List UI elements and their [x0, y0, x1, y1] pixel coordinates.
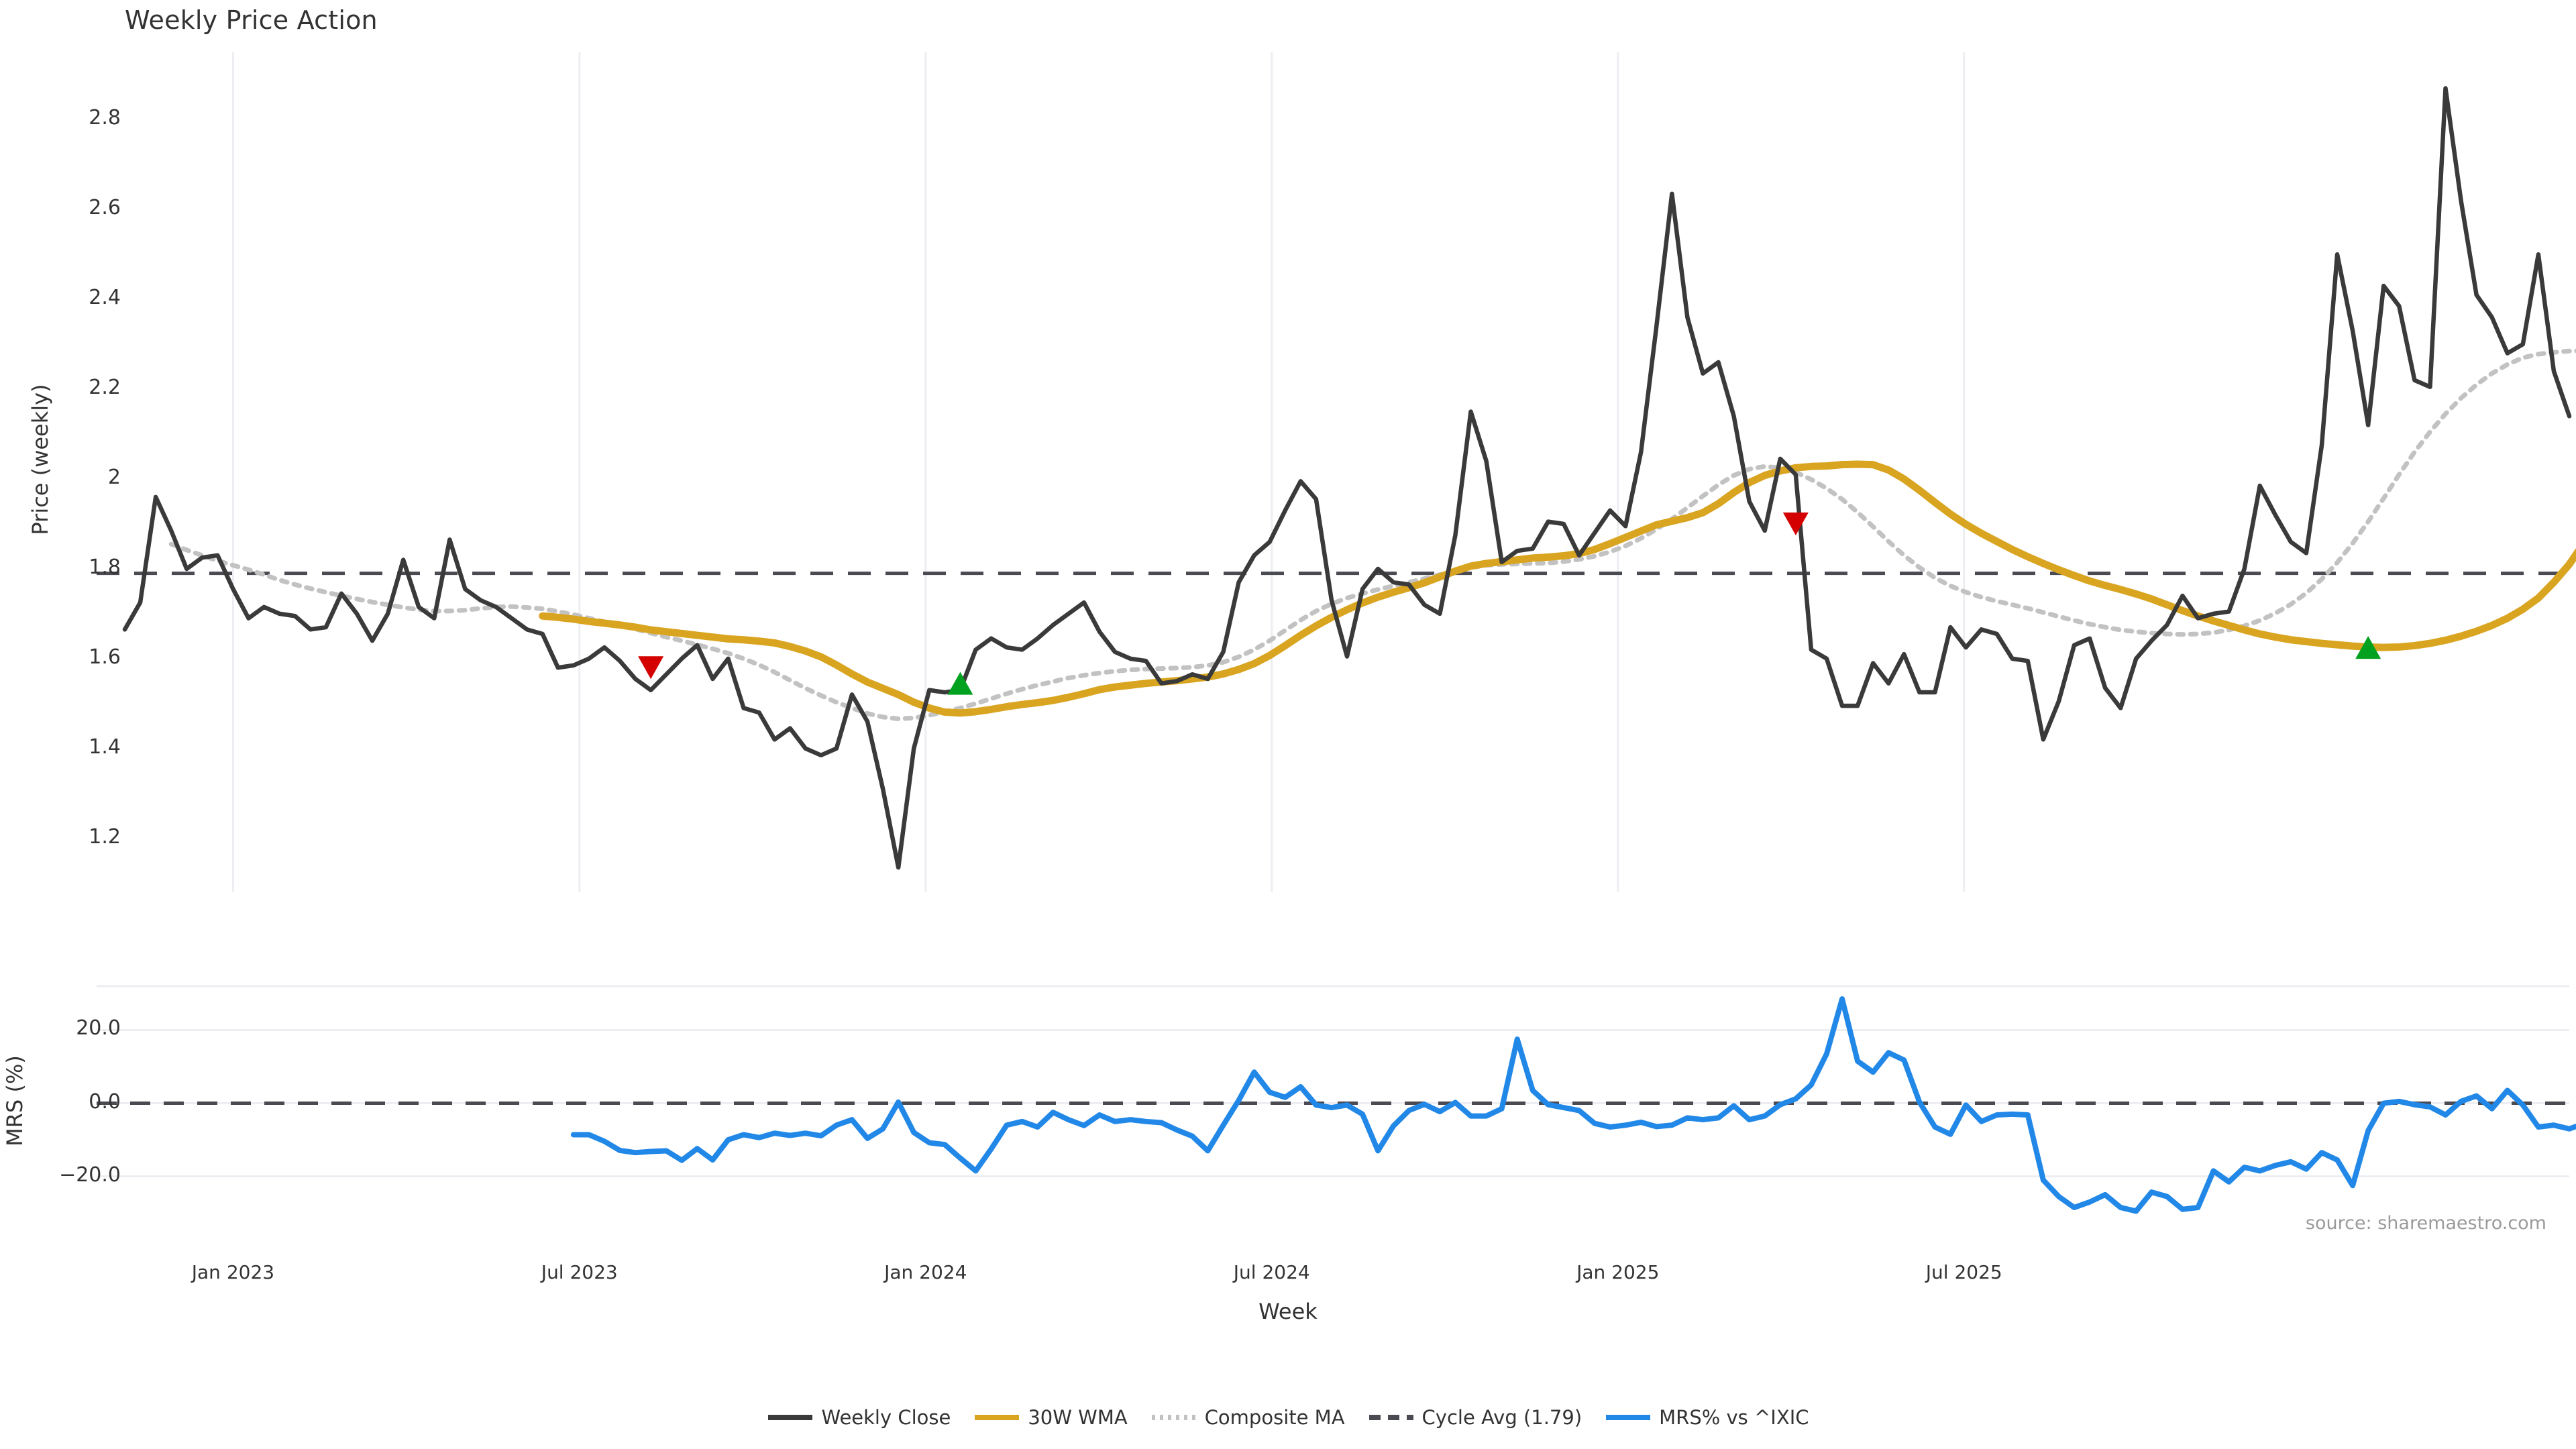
- buy-signal-marker: [2355, 636, 2381, 659]
- price-y-tick-7: 1.4: [89, 735, 121, 759]
- legend-item-label: Cycle Avg (1.79): [1421, 1406, 1582, 1429]
- sell-signal-marker: [638, 656, 664, 680]
- x-tick-jan-2025: Jan 2025: [1576, 1261, 1660, 1283]
- price-y-tick-2: 2.4: [89, 286, 121, 310]
- legend-swatch-icon: [1606, 1415, 1651, 1420]
- legend-swatch-icon: [1151, 1415, 1196, 1420]
- series-mrs-vs-ixic: [570, 996, 2576, 1214]
- price-y-tick-1: 2.6: [89, 196, 121, 220]
- legend-swatch-icon: [975, 1415, 1020, 1420]
- series-composite-ma: [168, 348, 2576, 722]
- legend-item-mrs-vs-ixic[interactable]: MRS% vs ^IXIC: [1605, 1406, 1809, 1429]
- series-weekly-close: [122, 86, 2572, 870]
- series-30w-wma: [539, 460, 2576, 717]
- legend-item-label: Weekly Close: [821, 1406, 951, 1429]
- source-watermark: source: sharemaestro.com: [2305, 1213, 2546, 1234]
- mrs-y-tick-0: 20.0: [76, 1016, 121, 1040]
- buy-signal-marker: [947, 672, 973, 695]
- x-tick-jan-2024: Jan 2024: [884, 1261, 967, 1283]
- legend-swatch-icon: [768, 1415, 813, 1420]
- legend-item-label: 30W WMA: [1028, 1406, 1128, 1429]
- price-y-tick-6: 1.6: [89, 645, 121, 669]
- mrs-y-tick-1: 0.0: [89, 1089, 121, 1114]
- legend-item-label: MRS% vs ^IXIC: [1659, 1406, 1809, 1429]
- legend-item-composite-ma[interactable]: Composite MA: [1150, 1406, 1345, 1429]
- legend-swatch-icon: [1368, 1415, 1413, 1420]
- legend-item-cycle-avg-1-79[interactable]: Cycle Avg (1.79): [1368, 1406, 1582, 1429]
- price-y-tick-4: 2: [107, 466, 121, 490]
- mrs-y-tick-2: −20.0: [59, 1163, 121, 1187]
- price-y-tick-0: 2.8: [89, 106, 121, 130]
- x-tick-jul-2025: Jul 2025: [1925, 1261, 2002, 1283]
- price-y-tick-3: 2.2: [89, 376, 121, 400]
- page-title: Weekly Price Action: [125, 5, 378, 35]
- x-tick-jul-2024: Jul 2024: [1233, 1261, 1310, 1283]
- x-axis-label: Week: [1258, 1299, 1318, 1324]
- x-tick-jul-2023: Jul 2023: [541, 1261, 618, 1283]
- legend-item-30w-wma[interactable]: 30W WMA: [973, 1406, 1128, 1429]
- chart-legend: Weekly Close 30W WMA Composite MA Cycle Avg…: [0, 1406, 2576, 1429]
- price-chart-panel: [97, 52, 2576, 892]
- price-y-tick-5: 1.8: [89, 555, 121, 579]
- mrs-chart-panel: [97, 985, 2576, 1214]
- legend-item-label: Composite MA: [1204, 1406, 1345, 1429]
- sell-signal-marker: [1782, 512, 1809, 535]
- x-tick-jan-2023: Jan 2023: [191, 1261, 275, 1283]
- legend-item-weekly-close[interactable]: Weekly Close: [767, 1406, 951, 1429]
- price-y-tick-8: 1.2: [89, 824, 121, 849]
